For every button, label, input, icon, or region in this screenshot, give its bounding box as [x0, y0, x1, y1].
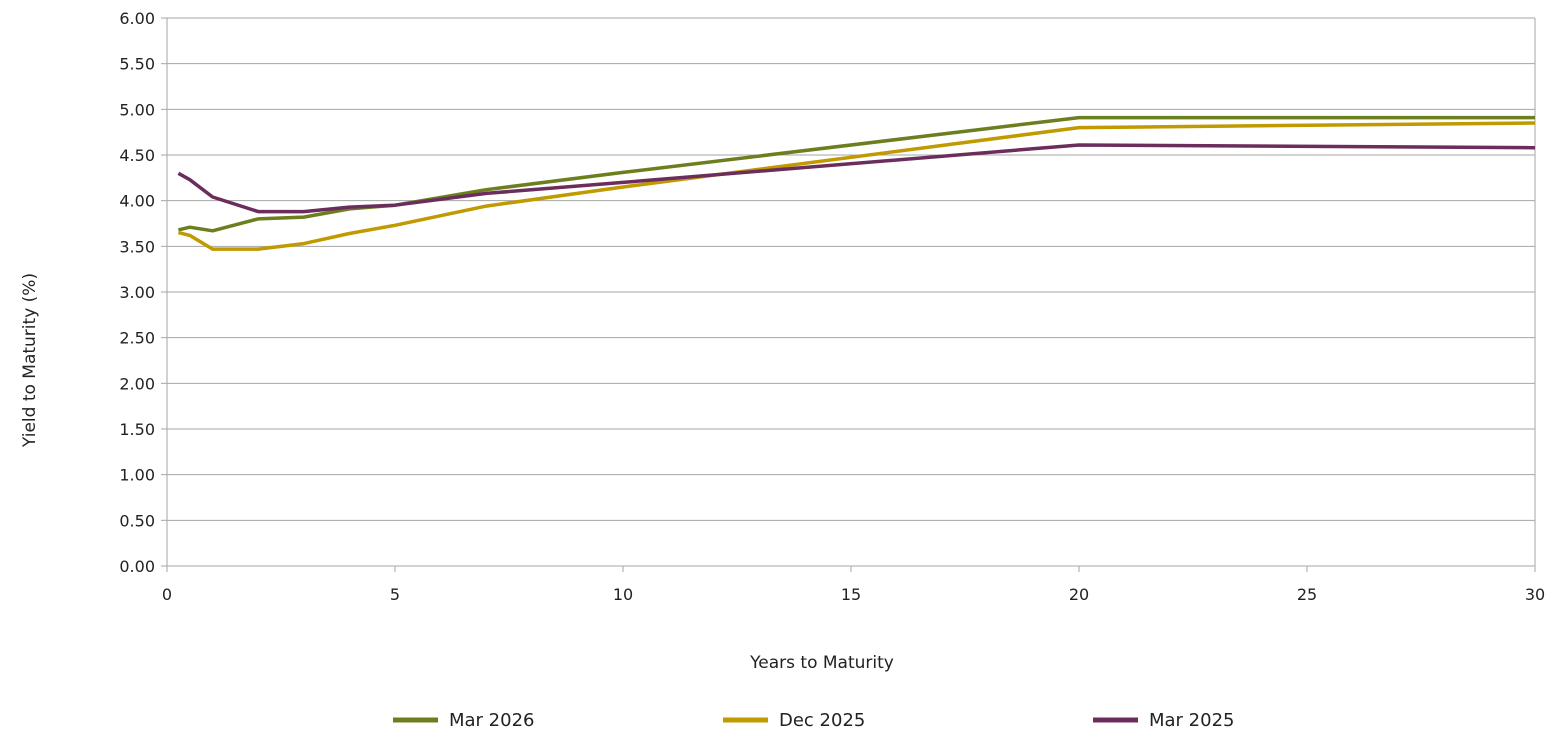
series-line-1	[177, 115, 1535, 233]
x-tick-label: 25	[1297, 585, 1317, 604]
tick-label-layer: 0.00 0.50 1.00 1.50 2.00 2.50 3.00 3.50 4.00 4.50…	[119, 9, 1545, 604]
x-tick-label: 0	[162, 585, 172, 604]
legend-label: Dec 2025	[779, 710, 865, 731]
x-tick-label: 30	[1525, 585, 1545, 604]
axis-layer	[161, 17, 1536, 572]
x-tick-label: 15	[841, 585, 861, 604]
y-tick-label: 4.50	[119, 146, 155, 165]
legend-label: Mar 2026	[449, 710, 535, 731]
y-tick-label: 0.00	[119, 557, 155, 576]
y-tick-label: 3.00	[119, 283, 155, 302]
y-tick-label: 6.00	[119, 9, 155, 28]
y-tick-label: 2.50	[119, 329, 155, 348]
x-axis-title: Years to Maturity	[749, 653, 894, 673]
y-tick-label: 0.50	[119, 511, 155, 530]
y-tick-label: 5.50	[119, 55, 155, 74]
series-line-3	[177, 143, 1536, 214]
legend-label: Mar 2025	[1149, 710, 1235, 731]
y-tick-label: 1.50	[119, 420, 155, 439]
x-tick-label: 10	[613, 585, 633, 604]
y-tick-label: 1.00	[119, 466, 155, 485]
y-tick-label: 4.00	[119, 192, 155, 211]
legend: Mar 2026 Dec 2025 Mar 2025	[393, 710, 1235, 731]
series-layer	[177, 115, 1536, 251]
y-tick-label: 2.00	[119, 374, 155, 393]
series-line-2	[177, 121, 1536, 251]
y-tick-label: 3.50	[119, 237, 155, 256]
y-tick-label: 5.00	[119, 100, 155, 119]
x-tick-label: 5	[390, 585, 400, 604]
x-tick-label: 20	[1069, 585, 1089, 604]
grid-layer	[167, 17, 1535, 567]
y-axis-title: Yield to Maturity (%)	[20, 273, 40, 448]
